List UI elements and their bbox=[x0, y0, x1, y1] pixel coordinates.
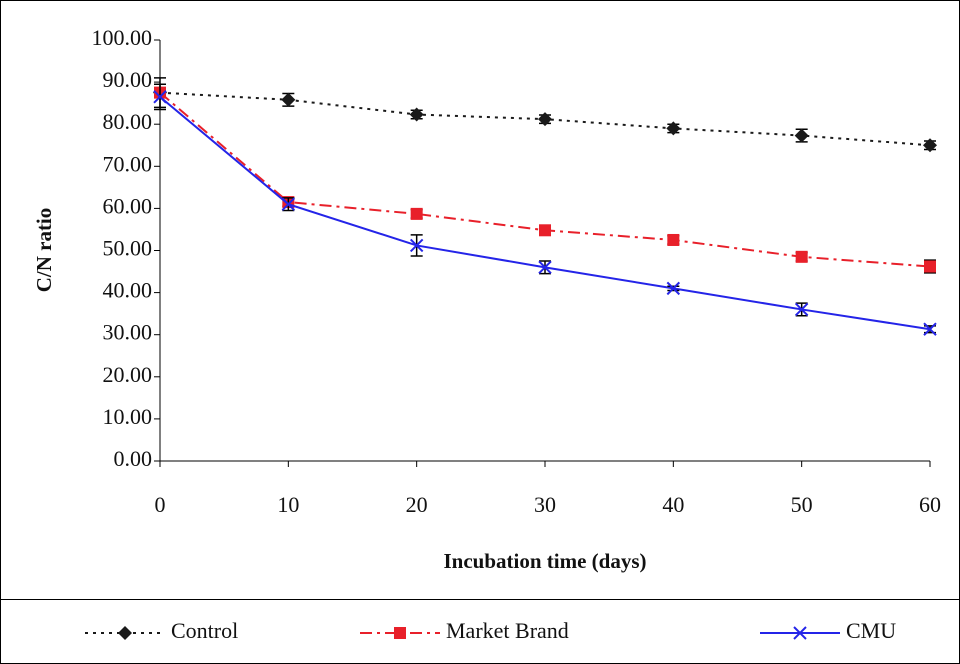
data-point bbox=[281, 92, 296, 107]
y-tick-label: 60.00 bbox=[103, 193, 153, 218]
y-tick-label: 90.00 bbox=[103, 67, 153, 92]
x-tick-label: 0 bbox=[155, 492, 166, 517]
x-tick-label: 10 bbox=[277, 492, 299, 517]
data-point bbox=[667, 233, 680, 246]
data-point bbox=[409, 238, 424, 253]
data-point bbox=[794, 128, 809, 143]
legend-marker bbox=[394, 627, 406, 639]
data-point bbox=[666, 281, 681, 296]
data-point bbox=[409, 107, 424, 122]
series-line bbox=[159, 96, 931, 331]
x-tick-label: 30 bbox=[534, 492, 556, 517]
y-tick-label: 40.00 bbox=[103, 278, 153, 303]
legend-label: CMU bbox=[846, 618, 896, 643]
x-tick-label: 50 bbox=[791, 492, 813, 517]
legend-marker bbox=[118, 626, 132, 640]
data-point bbox=[410, 207, 423, 220]
y-tick-label: 50.00 bbox=[103, 236, 153, 261]
data-point bbox=[538, 260, 552, 275]
data-point bbox=[923, 322, 937, 336]
y-tick-label: 10.00 bbox=[103, 404, 153, 429]
x-tick-label: 60 bbox=[919, 492, 941, 517]
data-point bbox=[666, 121, 681, 136]
data-point bbox=[794, 302, 809, 317]
y-tick-label: 30.00 bbox=[103, 320, 153, 345]
x-tick-label: 20 bbox=[406, 492, 428, 517]
x-axis-label: Incubation time (days) bbox=[443, 549, 646, 573]
y-axis-label: C/N ratio bbox=[32, 208, 56, 293]
data-point bbox=[923, 138, 937, 153]
y-tick-label: 80.00 bbox=[103, 109, 153, 134]
data-point bbox=[924, 260, 936, 273]
legend-marker bbox=[793, 626, 807, 640]
data-point bbox=[153, 90, 167, 104]
x-tick-label: 40 bbox=[662, 492, 684, 517]
y-tick-label: 100.00 bbox=[92, 25, 153, 50]
data-point bbox=[538, 112, 552, 127]
y-tick-label: 20.00 bbox=[103, 362, 153, 387]
legend-label: Control bbox=[171, 618, 238, 643]
data-point bbox=[539, 224, 551, 237]
data-point bbox=[795, 250, 808, 263]
y-tick-label: 70.00 bbox=[103, 151, 153, 176]
legend-label: Market Brand bbox=[446, 618, 569, 643]
y-tick-label: 0.00 bbox=[114, 446, 153, 471]
data-point bbox=[281, 197, 296, 211]
